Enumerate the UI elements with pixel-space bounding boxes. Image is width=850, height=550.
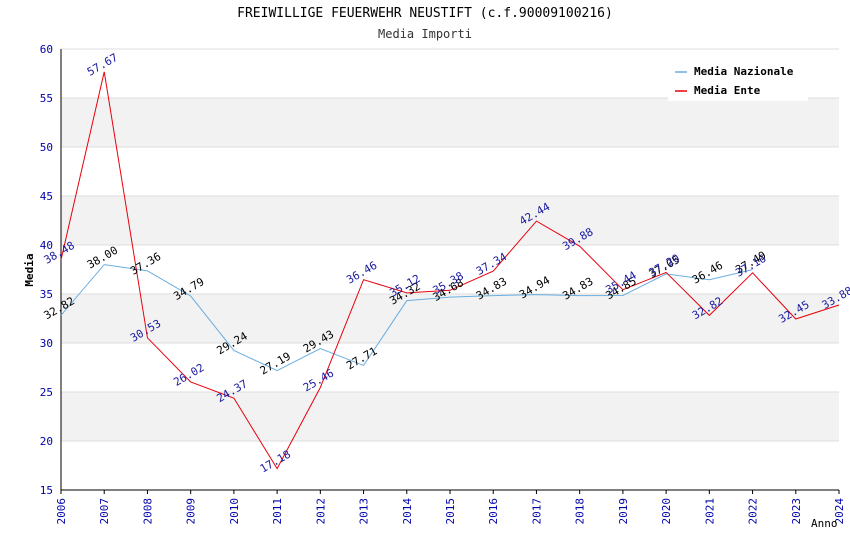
- chart-subtitle: Media Importi: [378, 27, 472, 41]
- legend-label-ente: Media Ente: [694, 84, 761, 97]
- x-tick-label: 2013: [358, 498, 371, 525]
- y-tick-label: 30: [40, 337, 53, 350]
- y-tick-label: 55: [40, 92, 53, 105]
- x-tick-label: 2024: [833, 498, 846, 525]
- data-label-ente: 17.18: [258, 448, 293, 476]
- band-40: [61, 196, 839, 245]
- background-bands: [61, 98, 839, 441]
- x-tick-label: 2007: [98, 498, 111, 525]
- x-tick-label: 2018: [574, 498, 587, 525]
- band-30: [61, 294, 839, 343]
- x-tick-label: 2008: [141, 498, 154, 525]
- x-tick-label: 2016: [487, 498, 500, 525]
- x-axis-ticks: 2006 2007 2008 2009 2010 2011 2012 2013 2014 2015…: [55, 490, 846, 525]
- x-tick-label: 2014: [401, 498, 414, 525]
- x-tick-label: 2010: [228, 498, 241, 525]
- x-tick-label: 2011: [271, 498, 284, 525]
- x-tick-label: 2020: [660, 498, 673, 525]
- band-20: [61, 392, 839, 441]
- grid-lines: [61, 48, 839, 491]
- x-tick-label: 2017: [530, 498, 543, 525]
- y-tick-label: 20: [40, 435, 53, 448]
- chart-title: FREIWILLIGE FEUERWEHR NEUSTIFT (c.f.9000…: [237, 6, 613, 21]
- legend-box: [668, 59, 808, 101]
- series-line-ente: [60, 71, 840, 470]
- x-tick-label: 2006: [55, 498, 68, 525]
- y-axis-ticks: 15 20 25 30 35 40 45 50 55 60: [40, 43, 53, 497]
- data-label-nazionale: 36.46: [690, 259, 725, 287]
- x-tick-label: 2019: [617, 498, 630, 525]
- y-tick-label: 45: [40, 190, 53, 203]
- x-tick-label: 2023: [790, 498, 803, 525]
- y-tick-label: 60: [40, 43, 53, 56]
- y-tick-label: 50: [40, 141, 53, 154]
- series-line-nazionale: [60, 264, 753, 372]
- x-tick-label: 2012: [314, 498, 327, 525]
- data-label-ente: 26.02: [171, 361, 206, 389]
- x-tick-label: 2015: [444, 498, 457, 525]
- x-tick-label: 2009: [185, 498, 198, 525]
- band-50: [61, 98, 839, 147]
- y-tick-label: 40: [40, 239, 53, 252]
- legend-label-nazionale: Media Nazionale: [694, 65, 794, 78]
- x-axis-label: Anno: [811, 517, 838, 530]
- x-tick-label: 2022: [747, 498, 760, 525]
- data-label-nazionale: 27.19: [258, 350, 293, 378]
- legend: Media Nazionale Media Ente: [668, 59, 808, 101]
- y-axis-label: Media: [23, 253, 36, 286]
- x-tick-label: 2021: [703, 498, 716, 525]
- series-lines: [60, 71, 840, 470]
- y-tick-label: 35: [40, 288, 53, 301]
- data-label-nazionale: 27.71: [344, 345, 379, 373]
- y-tick-label: 15: [40, 484, 53, 497]
- y-tick-label: 25: [40, 386, 53, 399]
- data-label-ente: 37.34: [474, 250, 510, 278]
- data-label-ente: 57.67: [85, 51, 120, 79]
